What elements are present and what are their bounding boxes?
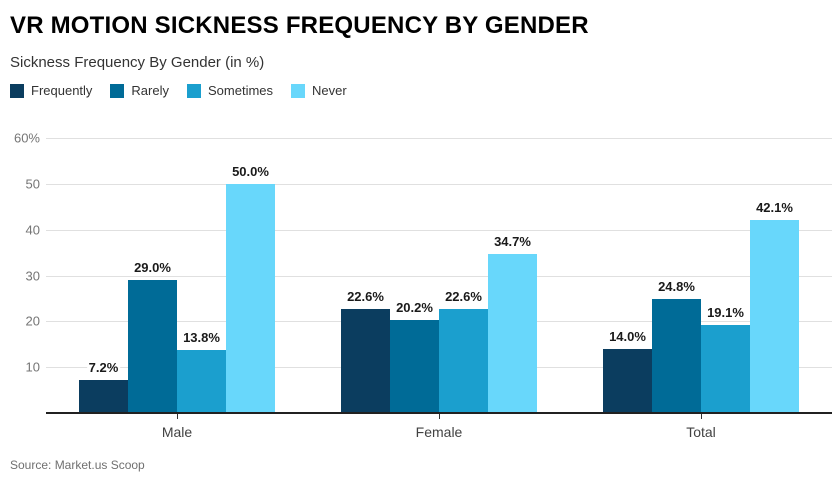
legend-item-sometimes[interactable]: Sometimes — [187, 83, 273, 98]
bar-group-total: 14.0% 24.8% 19.1% 42.1% Total — [570, 138, 832, 440]
legend-label: Rarely — [131, 83, 169, 98]
y-tick-label: 10 — [25, 359, 40, 375]
legend-item-never[interactable]: Never — [291, 83, 347, 98]
plot-area: 7.2% 29.0% 13.8% 50.0% Male 22.6% 20.2% 22.6% 34… — [46, 138, 832, 440]
gridline — [46, 138, 832, 139]
bar-total-rarely — [652, 299, 701, 413]
legend-swatch-icon — [10, 83, 24, 98]
bar-value-label: 50.0% — [230, 163, 271, 179]
chart-title: VR MOTION SICKNESS FREQUENCY BY GENDER — [10, 12, 589, 39]
bar-male-frequently — [79, 380, 128, 413]
legend-item-rarely[interactable]: Rarely — [110, 83, 169, 98]
gridline — [46, 229, 832, 231]
x-category-label: Female — [415, 424, 463, 440]
y-tick-label: 50 — [25, 176, 40, 192]
legend-label: Frequently — [31, 83, 93, 98]
y-tick-label: 30 — [25, 268, 40, 283]
y-axis-labels: 10 20 30 40 50 60% — [0, 131, 40, 413]
bar-value-label: 14.0% — [607, 328, 648, 344]
bar-male-rarely — [128, 280, 177, 413]
bar-value-label: 22.6% — [345, 289, 386, 305]
bar-male-never — [226, 183, 275, 413]
bar-value-label: 19.1% — [705, 305, 746, 321]
bar-value-label: 7.2% — [86, 360, 121, 375]
x-axis-line — [46, 412, 832, 414]
bar-group-female: 22.6% 20.2% 22.6% 34.7% Female — [308, 138, 570, 440]
bar-female-frequently — [341, 309, 390, 413]
gridline — [46, 275, 832, 277]
bar-value-label: 34.7% — [492, 233, 533, 249]
x-axis-tick — [177, 413, 178, 419]
y-tick-label: 20 — [25, 313, 40, 329]
bar-value-label: 42.1% — [754, 200, 795, 216]
bar-group-male: 7.2% 29.0% 13.8% 50.0% Male — [46, 138, 308, 440]
legend-item-frequently[interactable]: Frequently — [10, 83, 92, 98]
bar-total-never — [750, 220, 799, 413]
bar-value-label: 22.6% — [443, 289, 484, 305]
source-note: Source: Market.us Scoop — [10, 458, 145, 472]
bar-value-label: 29.0% — [132, 260, 173, 276]
bar-male-sometimes — [177, 349, 226, 413]
x-axis-tick — [701, 413, 702, 419]
bar-female-never — [488, 253, 537, 413]
legend-swatch-icon — [291, 83, 306, 98]
y-tick-label: 40 — [25, 222, 40, 238]
legend-swatch-icon — [110, 83, 125, 98]
x-axis-tick — [439, 413, 440, 419]
legend: Frequently Rarely Sometimes Never — [10, 83, 347, 98]
bar-value-label: 13.8% — [181, 329, 222, 345]
legend-label: Sometimes — [208, 83, 274, 98]
bar-value-label: 24.8% — [656, 279, 697, 295]
gridline — [46, 183, 832, 185]
bar-value-label: 20.2% — [394, 300, 435, 316]
x-category-label: Total — [686, 424, 716, 440]
chart-subtitle: Sickness Frequency By Gender (in %) — [10, 54, 265, 71]
x-category-label: Male — [161, 424, 193, 440]
bar-total-sometimes — [701, 325, 750, 413]
y-tick-label: 60% — [13, 130, 40, 146]
bar-female-rarely — [390, 320, 439, 413]
legend-swatch-icon — [187, 83, 201, 98]
bar-total-frequently — [603, 348, 652, 413]
legend-label: Never — [312, 83, 347, 98]
bar-female-sometimes — [439, 309, 488, 413]
